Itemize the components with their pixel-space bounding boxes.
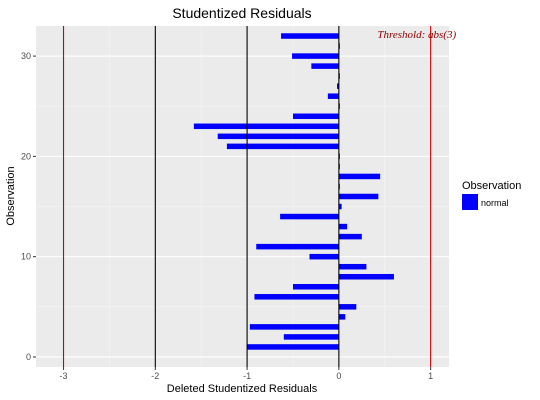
x-axis-ticks: -3 -2 -1 0 1: [60, 367, 433, 381]
bar-observation-24: [292, 113, 339, 120]
y-axis-title: Observation: [5, 166, 17, 225]
chart-title: Studentized Residuals: [172, 5, 311, 21]
bar-observation-1: [247, 344, 339, 350]
bar-observation-18: [338, 173, 381, 180]
bar-observation-27: [337, 83, 339, 89]
x-tick-label: -2: [151, 371, 159, 381]
y-tick-label: 0: [26, 352, 31, 362]
bar-observation-6: [254, 294, 339, 300]
bar-observation-7: [292, 284, 339, 290]
x-tick-label: -1: [243, 371, 251, 381]
bar-observation-22: [217, 133, 339, 140]
bar-observation-5: [338, 304, 357, 310]
legend: Observation normal: [462, 180, 521, 210]
bar-observation-23: [193, 123, 339, 130]
bar-observation-3: [249, 324, 339, 330]
bar-observation-12: [338, 233, 362, 240]
x-tick-label: 1: [428, 371, 433, 381]
bar-observation-9: [338, 263, 367, 270]
bar-observation-10: [309, 253, 339, 260]
y-tick-label: 20: [21, 151, 31, 161]
bar-observation-15: [338, 203, 342, 210]
bar-observation-21: [226, 143, 339, 150]
legend-key-normal: [462, 194, 478, 210]
bar-series-normal: [193, 33, 394, 350]
threshold-annotation: Threshold: abs(3): [377, 29, 456, 41]
bar-observation-16: [338, 193, 379, 200]
reference-lines: [62, 26, 432, 367]
legend-title: Observation: [462, 180, 521, 192]
plot-panel: [36, 26, 449, 367]
legend-label-normal: normal: [481, 198, 509, 208]
bar-observation-29: [311, 63, 339, 69]
bar-observation-26: [327, 93, 339, 99]
bar-observation-2: [283, 334, 339, 340]
x-tick-label: -3: [60, 371, 68, 381]
bar-observation-32: [281, 33, 339, 39]
bar-observation-4: [338, 314, 346, 320]
bar-observation-30: [292, 53, 339, 59]
bar-observation-14: [280, 213, 339, 220]
y-axis-ticks: 0 10 20 30: [21, 51, 36, 362]
y-tick-label: 30: [21, 51, 31, 61]
x-tick-label: 0: [336, 371, 341, 381]
y-tick-label: 10: [21, 252, 31, 262]
bar-observation-11: [256, 243, 339, 250]
bar-observation-13: [338, 223, 348, 230]
bar-observation-8: [338, 273, 394, 280]
x-axis-title: Deleted Studentized Residuals: [167, 383, 318, 395]
